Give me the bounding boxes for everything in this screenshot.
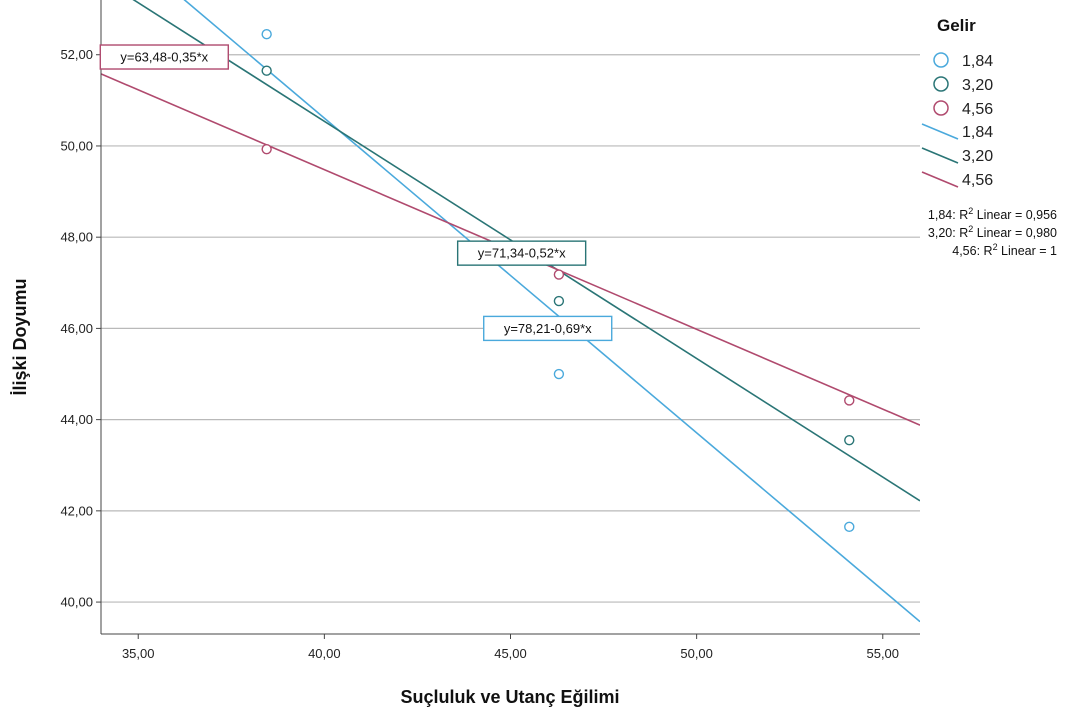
legend: Gelir 1,84 3,20 4,56 1,84 3,20 4,56: [921, 16, 993, 189]
data-point: [261, 65, 272, 76]
equation-label: y=78,21-0,69*x: [504, 321, 592, 336]
r2-note: 3,20: R2 Linear = 0,980: [928, 224, 1057, 240]
equation-label: y=71,34-0,52*x: [478, 246, 566, 261]
equation-box: [483, 315, 613, 342]
legend-line: [921, 123, 959, 140]
data-point: [553, 368, 565, 380]
legend-title: Gelir: [937, 16, 976, 35]
r2-note: 4,56: R2 Linear = 1: [952, 242, 1057, 258]
y-tick-label: 48,00: [60, 230, 93, 245]
legend-line-label: 1,84: [962, 124, 993, 141]
y-tick-label: 50,00: [60, 138, 93, 153]
x-tick-label: 40,00: [308, 646, 341, 661]
legend-line: [921, 171, 959, 188]
data-points: [261, 29, 855, 533]
fit-line: [132, 0, 920, 502]
equation-label: y=63,48-0,35*x: [120, 50, 208, 65]
fit-line: [183, 0, 920, 623]
equation-box: [456, 240, 587, 266]
x-tick-label: 35,00: [122, 646, 155, 661]
y-axis-title: İlişki Doyumu: [10, 278, 30, 395]
data-point: [553, 295, 565, 307]
legend-line-label: 3,20: [962, 148, 993, 165]
x-tick-label: 45,00: [494, 646, 527, 661]
fit-line: [101, 73, 920, 426]
legend-marker-label: 1,84: [962, 53, 993, 70]
legend-marker: [933, 76, 949, 92]
legend-marker-label: 4,56: [962, 101, 993, 118]
data-point: [844, 521, 855, 533]
r2-notes: 1,84: R2 Linear = 0,956 3,20: R2 Linear =…: [928, 206, 1057, 258]
y-tick-label: 40,00: [60, 595, 93, 610]
y-tick-label: 52,00: [60, 47, 93, 62]
data-point: [261, 29, 272, 40]
y-tick-label: 44,00: [60, 412, 93, 427]
data-point: [844, 395, 855, 406]
legend-marker: [933, 100, 949, 116]
legend-marker-label: 3,20: [962, 77, 993, 94]
legend-line-label: 4,56: [962, 172, 993, 189]
data-point: [553, 269, 565, 280]
r2-note: 1,84: R2 Linear = 0,956: [928, 206, 1057, 222]
legend-line: [921, 147, 959, 164]
x-tick-label: 50,00: [680, 646, 713, 661]
y-tick-label: 46,00: [60, 321, 93, 336]
x-axis-title: Suçluluk ve Utanç Eğilimi: [400, 687, 619, 707]
legend-marker: [933, 52, 949, 68]
fit-lines: [101, 0, 920, 623]
y-tick-label: 42,00: [60, 503, 93, 518]
equation-labels: y=78,21-0,69*x y=71,34-0,52*x y=63,48-0,35…: [99, 44, 613, 342]
x-tick-label: 55,00: [866, 646, 899, 661]
data-point: [844, 434, 855, 446]
tick-labels: 40,00 42,00 44,00 46,00 48,00 50,00 52,00 35,00…: [60, 47, 899, 661]
gridlines: [101, 54, 920, 603]
equation-box: [99, 44, 229, 70]
data-point: [261, 143, 272, 155]
